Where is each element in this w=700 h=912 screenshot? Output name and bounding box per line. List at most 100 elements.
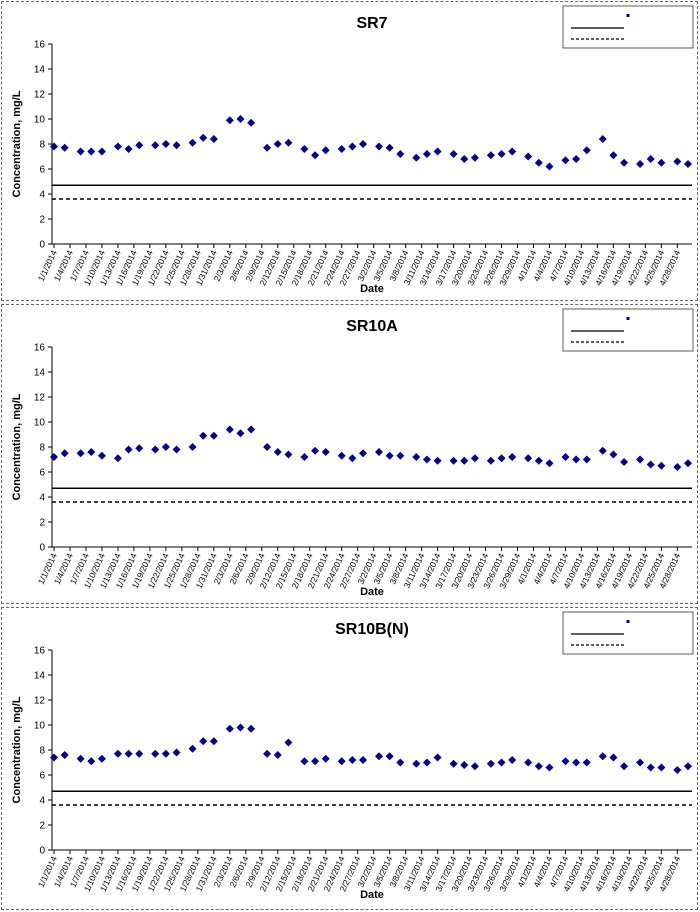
- data-point: [113, 142, 122, 151]
- y-tick-label: 0: [39, 846, 45, 857]
- data-point: [311, 757, 320, 766]
- data-point: [199, 737, 208, 746]
- data-point: [199, 133, 208, 142]
- data-point: [396, 451, 405, 460]
- data-point: [348, 454, 357, 463]
- chart-svg: SR702468101214161/1/20141/4/20141/7/2014…: [11, 5, 694, 295]
- data-point: [321, 448, 330, 456]
- data-point: [396, 758, 405, 767]
- data-point: [646, 763, 655, 772]
- data-point: [534, 762, 543, 771]
- x-axis-label: Date: [360, 586, 384, 598]
- y-tick-label: 12: [34, 696, 46, 707]
- data-point: [263, 749, 272, 758]
- data-point: [545, 763, 554, 772]
- y-axis-label: Concentration, mg/L: [11, 696, 23, 803]
- data-point: [161, 749, 170, 758]
- y-tick-label: 2: [39, 821, 45, 832]
- legend-box: [562, 308, 694, 352]
- data-point: [636, 160, 645, 168]
- data-point: [673, 157, 682, 166]
- data-point: [684, 160, 692, 168]
- data-point: [135, 749, 144, 758]
- data-point: [124, 145, 133, 153]
- data-point: [359, 756, 368, 764]
- data-point: [534, 456, 543, 465]
- data-point: [76, 754, 85, 763]
- data-point: [657, 763, 666, 772]
- data-point: [236, 429, 245, 438]
- data-point: [97, 754, 106, 763]
- data-point: [359, 449, 368, 458]
- data-point: [534, 158, 543, 167]
- data-point: [524, 454, 533, 463]
- data-point: [50, 753, 58, 762]
- y-tick-label: 8: [39, 746, 45, 757]
- legend-box: [562, 611, 694, 655]
- data-point: [609, 753, 618, 762]
- data-point: [151, 445, 160, 454]
- data-point: [273, 448, 282, 456]
- data-point: [497, 150, 506, 158]
- data-point: [124, 749, 133, 758]
- chart-svg: SR10A02468101214161/1/20141/4/20141/7/20…: [11, 308, 694, 598]
- data-point: [172, 445, 181, 454]
- data-point: [598, 446, 607, 455]
- data-point: [97, 147, 106, 156]
- y-tick-label: 6: [39, 165, 45, 176]
- data-point: [97, 451, 106, 460]
- data-point: [422, 150, 431, 158]
- data-point: [449, 759, 458, 768]
- data-point: [561, 156, 570, 165]
- data-point: [673, 766, 682, 774]
- data-point: [337, 145, 346, 153]
- x-axis-label: Date: [360, 283, 384, 295]
- data-point: [422, 455, 431, 464]
- data-point: [311, 446, 320, 455]
- data-point: [636, 758, 645, 767]
- y-tick-label: 6: [39, 468, 45, 479]
- data-point: [124, 445, 133, 454]
- data-point: [460, 761, 469, 769]
- data-point: [284, 138, 293, 147]
- data-point: [273, 140, 282, 148]
- data-point: [572, 758, 581, 767]
- chart-panel-2: SR10A 0 2 4 6 8 10 12 14 16 1/1/2014 1/4/2014 1/7/20…: [1, 304, 698, 604]
- y-tick-label: 0: [39, 543, 45, 554]
- data-point: [470, 153, 479, 162]
- data-point: [311, 151, 320, 160]
- data-point: [60, 449, 69, 458]
- y-tick-label: 10: [34, 115, 46, 126]
- y-tick-label: 6: [39, 771, 45, 782]
- data-point: [284, 450, 293, 459]
- chart-svg: SR10B(N)02468101214161/1/20141/4/20141/7…: [11, 611, 694, 901]
- data-point: [60, 751, 69, 759]
- data-point: [396, 150, 405, 158]
- data-point: [460, 456, 469, 465]
- data-point: [609, 151, 618, 160]
- legend-marker: [626, 14, 630, 17]
- data-point: [598, 135, 607, 143]
- chart-title: SR10A: [346, 318, 398, 335]
- data-point: [247, 425, 256, 434]
- data-point: [337, 451, 346, 460]
- legend-marker: [626, 620, 630, 623]
- y-tick-label: 14: [34, 368, 46, 379]
- data-point: [348, 756, 357, 764]
- data-point: [76, 449, 85, 458]
- y-axis-label: Concentration, mg/L: [11, 393, 23, 500]
- data-point: [151, 749, 160, 758]
- data-point: [684, 459, 692, 468]
- data-point: [508, 756, 517, 764]
- data-point: [470, 454, 479, 463]
- data-point: [87, 147, 96, 156]
- y-tick-label: 4: [39, 190, 45, 201]
- data-point: [524, 152, 533, 161]
- data-point: [620, 158, 629, 167]
- data-point: [209, 135, 218, 143]
- data-point: [76, 147, 85, 156]
- data-point: [572, 455, 581, 464]
- data-point: [657, 158, 666, 167]
- y-tick-label: 10: [34, 721, 46, 732]
- data-point: [337, 757, 346, 766]
